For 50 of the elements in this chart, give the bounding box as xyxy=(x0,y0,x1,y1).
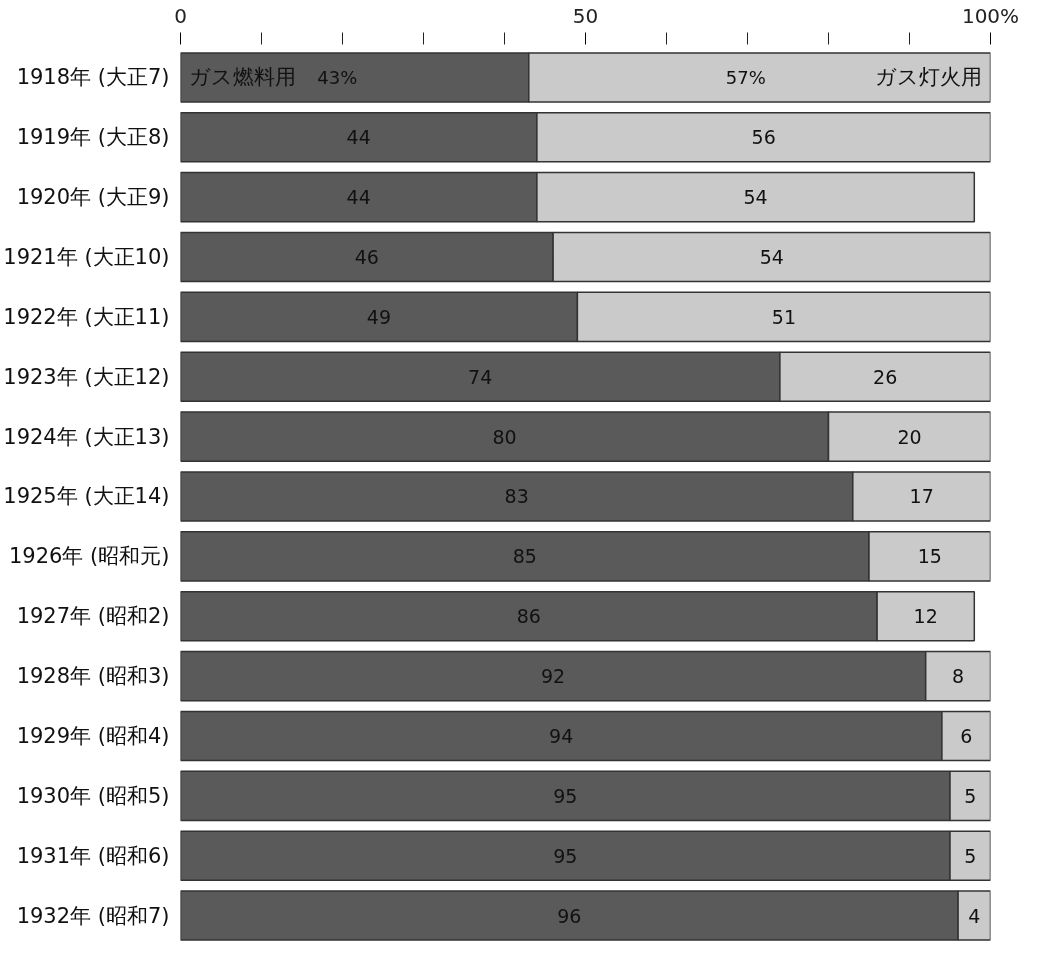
y-tick-label: 1920年 (大正9) xyxy=(16,185,170,210)
y-tick-label: 1928年 (昭和3) xyxy=(16,664,170,689)
x-tick-label: 50 xyxy=(572,3,599,28)
y-tick-label: 1921年 (大正10) xyxy=(3,245,170,270)
data-label: 95 xyxy=(553,784,578,807)
x-tick-label: 0 xyxy=(174,3,187,28)
y-tick-label: 1924年 (大正13) xyxy=(3,424,170,449)
series-label: ガス燃料用 xyxy=(188,65,296,90)
data-label: 80 xyxy=(492,425,517,448)
data-label: 94 xyxy=(549,724,574,747)
data-label: 12 xyxy=(913,605,938,628)
data-label: 6 xyxy=(960,724,973,747)
y-tick-label: 1919年 (大正8) xyxy=(16,125,170,150)
y-tick-label: 1931年 (昭和6) xyxy=(16,843,170,868)
data-label: 74 xyxy=(468,365,493,388)
data-label: 57% xyxy=(725,66,766,88)
data-label: 44 xyxy=(346,186,371,209)
y-tick-label: 1929年 (昭和4) xyxy=(16,723,170,748)
data-label: 44 xyxy=(346,126,371,149)
data-label: 54 xyxy=(743,186,768,209)
data-label: 56 xyxy=(751,126,776,149)
y-tick-label: 1926年 (昭和元) xyxy=(9,544,170,569)
data-label: 54 xyxy=(759,246,784,269)
data-label: 26 xyxy=(873,365,898,388)
data-label: 15 xyxy=(917,545,942,568)
y-tick-label: 1925年 (大正14) xyxy=(3,484,170,509)
y-tick-label: 1930年 (昭和5) xyxy=(16,783,170,808)
data-label: 86 xyxy=(516,605,541,628)
data-label: 51 xyxy=(771,305,797,328)
data-label: 5 xyxy=(964,844,977,867)
data-label: 17 xyxy=(909,485,934,508)
y-tick-label: 1918年 (大正7) xyxy=(16,65,170,90)
data-label: 95 xyxy=(553,844,578,867)
data-label: 96 xyxy=(557,904,582,927)
data-label: 8 xyxy=(952,665,965,688)
data-label: 49 xyxy=(366,305,392,328)
data-label: 83 xyxy=(504,485,529,508)
y-tick-label: 1923年 (大正12) xyxy=(3,364,170,389)
series-label: ガス灯火用 xyxy=(875,65,983,90)
data-label: 4 xyxy=(968,904,981,927)
y-tick-label: 1932年 (昭和7) xyxy=(16,903,170,928)
data-label: 46 xyxy=(354,246,379,269)
y-tick-label: 1927年 (昭和2) xyxy=(16,604,170,629)
data-label: 20 xyxy=(897,425,922,448)
data-label: 5 xyxy=(964,784,977,807)
x-tick-label: 100% xyxy=(961,3,1020,28)
data-label: 92 xyxy=(541,665,566,688)
y-tick-label: 1922年 (大正11) xyxy=(3,304,170,329)
data-label: 85 xyxy=(512,545,537,568)
data-label: 43% xyxy=(317,66,358,88)
